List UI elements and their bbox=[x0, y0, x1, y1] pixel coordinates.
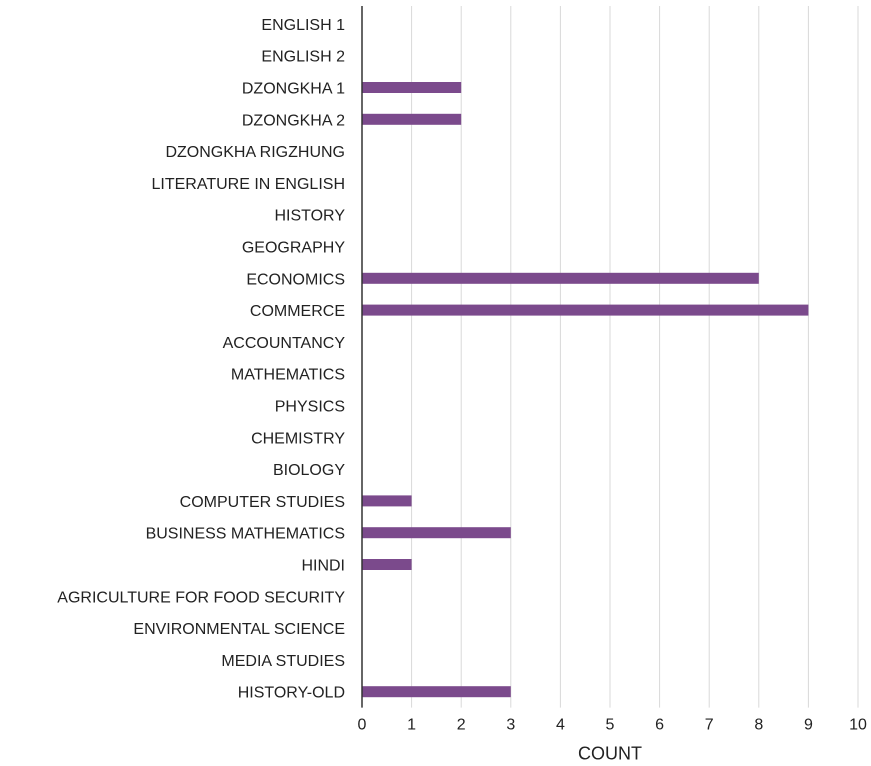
category-label: DZONGKHA 1 bbox=[242, 81, 345, 98]
category-label: LITERATURE IN ENGLISH bbox=[151, 176, 345, 193]
category-label: HISTORY bbox=[274, 208, 345, 225]
category-label: HINDI bbox=[301, 558, 345, 575]
bar bbox=[362, 113, 462, 125]
x-tick-label: 0 bbox=[358, 717, 367, 734]
category-label: ENGLISH 2 bbox=[261, 49, 345, 66]
x-tick-label: 3 bbox=[506, 717, 515, 734]
category-label: CHEMISTRY bbox=[251, 430, 345, 447]
x-tick-label: 8 bbox=[754, 717, 763, 734]
category-label: MATHEMATICS bbox=[231, 367, 345, 384]
category-labels: ENGLISH 1 ENGLISH 2 DZONGKHA 1 DZONGKHA 2 DZ… bbox=[57, 17, 345, 702]
category-label: DZONGKHA 2 bbox=[242, 112, 345, 129]
bar bbox=[362, 495, 412, 507]
x-tick-label: 2 bbox=[457, 717, 466, 734]
x-tick-label: 9 bbox=[804, 717, 813, 734]
category-label: AGRICULTURE FOR FOOD SECURITY bbox=[57, 589, 345, 606]
category-label: BUSINESS MATHEMATICS bbox=[146, 526, 345, 543]
x-tick-label: 7 bbox=[705, 717, 714, 734]
category-label: ACCOUNTANCY bbox=[223, 335, 346, 352]
x-tick-label: 6 bbox=[655, 717, 664, 734]
category-label: ENGLISH 1 bbox=[261, 17, 345, 34]
category-label: DZONGKHA RIGZHUNG bbox=[165, 144, 345, 161]
x-axis-title: COUNT bbox=[578, 744, 642, 764]
x-tick-label: 4 bbox=[556, 717, 565, 734]
x-tick-labels: 0 1 2 3 4 5 6 7 8 9 10 bbox=[358, 717, 867, 734]
bar bbox=[362, 686, 511, 698]
category-label: MEDIA STUDIES bbox=[221, 653, 345, 670]
bar bbox=[362, 82, 462, 93]
x-tick-label: 1 bbox=[407, 717, 416, 734]
category-label: ECONOMICS bbox=[246, 271, 345, 288]
category-label: COMPUTER STUDIES bbox=[180, 494, 345, 511]
bar bbox=[362, 304, 809, 316]
category-label: HISTORY-OLD bbox=[238, 685, 345, 702]
category-label: BIOLOGY bbox=[273, 462, 345, 479]
gridlines bbox=[411, 6, 859, 708]
bar bbox=[362, 272, 759, 284]
x-tick-label: 5 bbox=[606, 717, 615, 734]
category-label: PHYSICS bbox=[275, 399, 345, 416]
bar bbox=[362, 559, 412, 570]
category-label: ENVIRONMENTAL SCIENCE bbox=[133, 621, 345, 638]
category-label: COMMERCE bbox=[250, 303, 345, 320]
x-tick-label: 10 bbox=[849, 717, 867, 734]
category-label: GEOGRAPHY bbox=[242, 240, 345, 257]
bar bbox=[362, 527, 511, 539]
bars bbox=[362, 82, 809, 698]
